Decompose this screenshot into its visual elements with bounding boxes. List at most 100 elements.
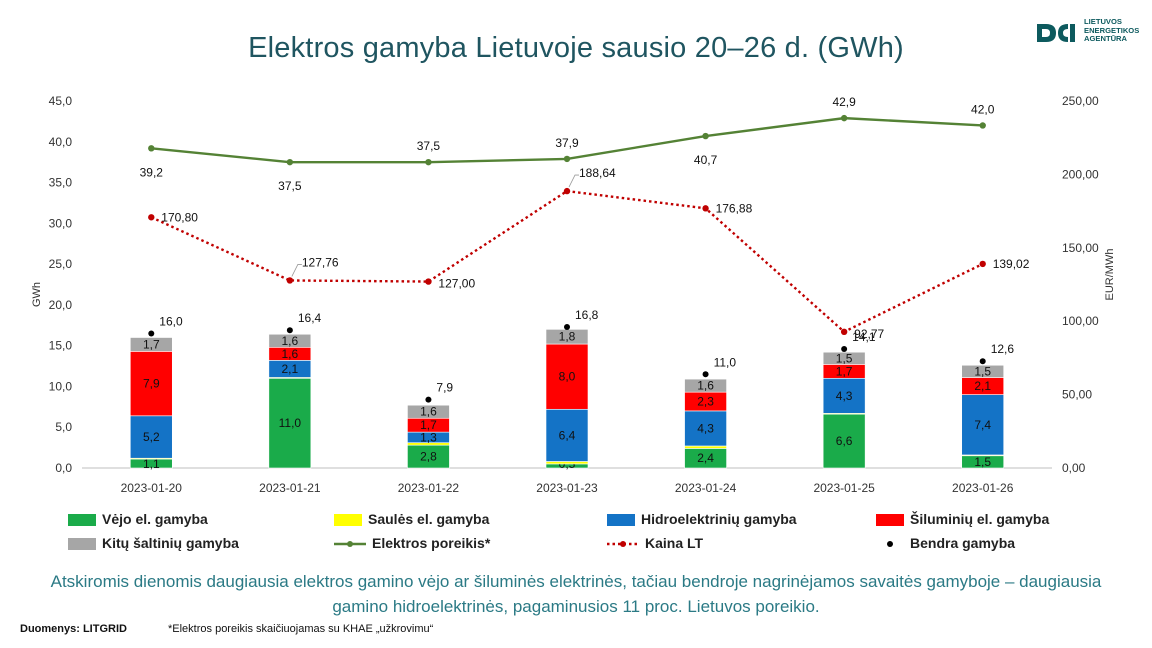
- bar-segment: [545, 408, 589, 462]
- price-point: [148, 214, 155, 221]
- y-right-tick-label: 250,00: [1062, 94, 1099, 108]
- price-point: [425, 278, 432, 285]
- bar-segment: [822, 351, 866, 365]
- bar-data-label: 11,0: [279, 416, 302, 430]
- y-left-tick-label: 0,0: [55, 461, 72, 475]
- price-point: [702, 205, 709, 212]
- y-right-tick-label: 150,00: [1062, 241, 1099, 255]
- bar-segment: [268, 333, 312, 348]
- bar-segment: [129, 337, 173, 352]
- legend-label: Vėjo el. gamyba: [102, 511, 208, 527]
- bar-data-label: 1,6: [282, 347, 299, 361]
- y-right-tick-label: 100,00: [1062, 314, 1099, 328]
- bar-segment: [961, 364, 1005, 378]
- bar-data-label: 6,4: [559, 428, 576, 442]
- y-left-tick-label: 30,0: [49, 216, 73, 230]
- x-tick-label: 2023-01-24: [675, 481, 737, 495]
- demand-data-label: 40,7: [694, 153, 718, 167]
- price-point: [979, 260, 986, 268]
- chart-title: Elektros gamyba Lietuvoje sausio 20–26 d…: [248, 32, 904, 64]
- legend-label: Šiluminių el. gamyba: [910, 511, 1050, 527]
- legend-label: Hidroelektrinių gamyba: [641, 511, 797, 527]
- bar-segment: [684, 378, 727, 393]
- bar-data-label: 2,1: [974, 379, 991, 393]
- legend-swatch: [607, 536, 639, 552]
- demand-point: [286, 158, 294, 166]
- legend-swatch: [876, 536, 904, 552]
- demand-data-label: 42,9: [832, 95, 856, 109]
- y-right-axis-title: EUR/MWh: [1104, 249, 1116, 301]
- bar-data-label: 1,3: [420, 430, 437, 444]
- price-point: [840, 328, 848, 336]
- price-point: [286, 277, 294, 284]
- demand-data-label: 37,5: [278, 179, 302, 193]
- bar-data-label: 8,0: [559, 370, 576, 384]
- y-right-tick-label: 0,00: [1062, 461, 1086, 475]
- bar-segment: [684, 445, 727, 449]
- x-tick-label: 2023-01-20: [121, 481, 183, 495]
- bar-data-label: 4,3: [836, 389, 853, 403]
- total-point: [841, 346, 848, 353]
- legend-swatch: [334, 536, 366, 552]
- demand-data-label: 39,2: [140, 165, 164, 179]
- total-data-label: 7,9: [436, 381, 453, 395]
- price-series-line: [150, 189, 984, 334]
- y-left-axis-title: GWh: [31, 282, 43, 307]
- bar-segment: [545, 461, 589, 465]
- bar-data-label: 1,7: [420, 418, 437, 432]
- y-left-tick-label: 35,0: [49, 176, 73, 190]
- y-left-tick-label: 10,0: [49, 379, 73, 393]
- demand-data-label: 37,9: [555, 136, 579, 150]
- bar-segment: [268, 377, 312, 469]
- x-tick-label: 2023-01-23: [536, 481, 598, 495]
- bar-data-label: 1,5: [974, 364, 991, 378]
- demand-point: [840, 114, 848, 122]
- demand-point: [148, 145, 155, 152]
- bar-data-label: 1,1: [143, 457, 160, 471]
- demand-point: [702, 132, 709, 140]
- legend-label: Kitų šaltinių gamyba: [102, 535, 239, 551]
- total-point: [425, 396, 432, 403]
- legend-swatch: [876, 514, 904, 526]
- y-right-tick-label: 50,00: [1062, 388, 1092, 402]
- chart-area: 0,0 5,0 10,0 15,0 20,0 25,0 30,0 35,0 40,0 45,0 0,…: [31, 94, 1116, 495]
- x-tick-label: 2023-01-22: [398, 481, 460, 495]
- x-tick-label: 2023-01-26: [952, 481, 1014, 495]
- legend-swatch: [607, 514, 635, 526]
- x-tick-label: 2023-01-25: [813, 481, 875, 495]
- total-point: [286, 327, 293, 334]
- legend-label: Saulės el. gamyba: [368, 511, 490, 527]
- bar-data-label: 7,9: [143, 377, 160, 391]
- bar-data-label: 1,8: [559, 330, 576, 344]
- bar-data-label: 2,3: [697, 395, 714, 409]
- demand-point: [979, 122, 986, 129]
- total-point: [148, 330, 155, 337]
- total-data-label: 16,8: [575, 308, 599, 322]
- bar-data-label: 2,8: [420, 450, 437, 464]
- legend-label: Bendra gamyba: [910, 535, 1016, 551]
- bar-segment: [822, 413, 866, 469]
- total-point: [979, 358, 986, 365]
- legend-label: Elektros poreikis*: [372, 535, 491, 551]
- logo: LIETUVOS ENERGETIKOS AGENTŪRA: [1034, 16, 1146, 50]
- bar-segment: [545, 343, 589, 410]
- price-data-label: 92,77: [854, 327, 884, 341]
- total-data-label: 12,6: [991, 342, 1015, 356]
- bar-data-label: 1,7: [143, 337, 160, 351]
- bar-data-label: 1,6: [420, 405, 437, 419]
- price-data-label: 170,80: [161, 210, 198, 224]
- bar-data-label: 2,1: [282, 362, 299, 376]
- bar-data-label: 6,6: [836, 434, 853, 448]
- bar-segment: [961, 394, 1005, 456]
- bar-data-label: 5,2: [143, 430, 160, 444]
- price-data-label: 127,76: [302, 255, 339, 269]
- bar-data-label: 1,6: [282, 334, 299, 348]
- bar-data-label: 1,7: [836, 364, 853, 378]
- legend-label: Kaina LT: [645, 535, 704, 551]
- footnote: *Elektros poreikis skaičiuojamas su KHAE…: [168, 623, 434, 635]
- price-point: [563, 187, 571, 195]
- price-data-label: 139,02: [993, 257, 1030, 271]
- bar-data-label: 4,3: [697, 421, 714, 435]
- total-point: [702, 371, 709, 378]
- total-point: [564, 323, 570, 330]
